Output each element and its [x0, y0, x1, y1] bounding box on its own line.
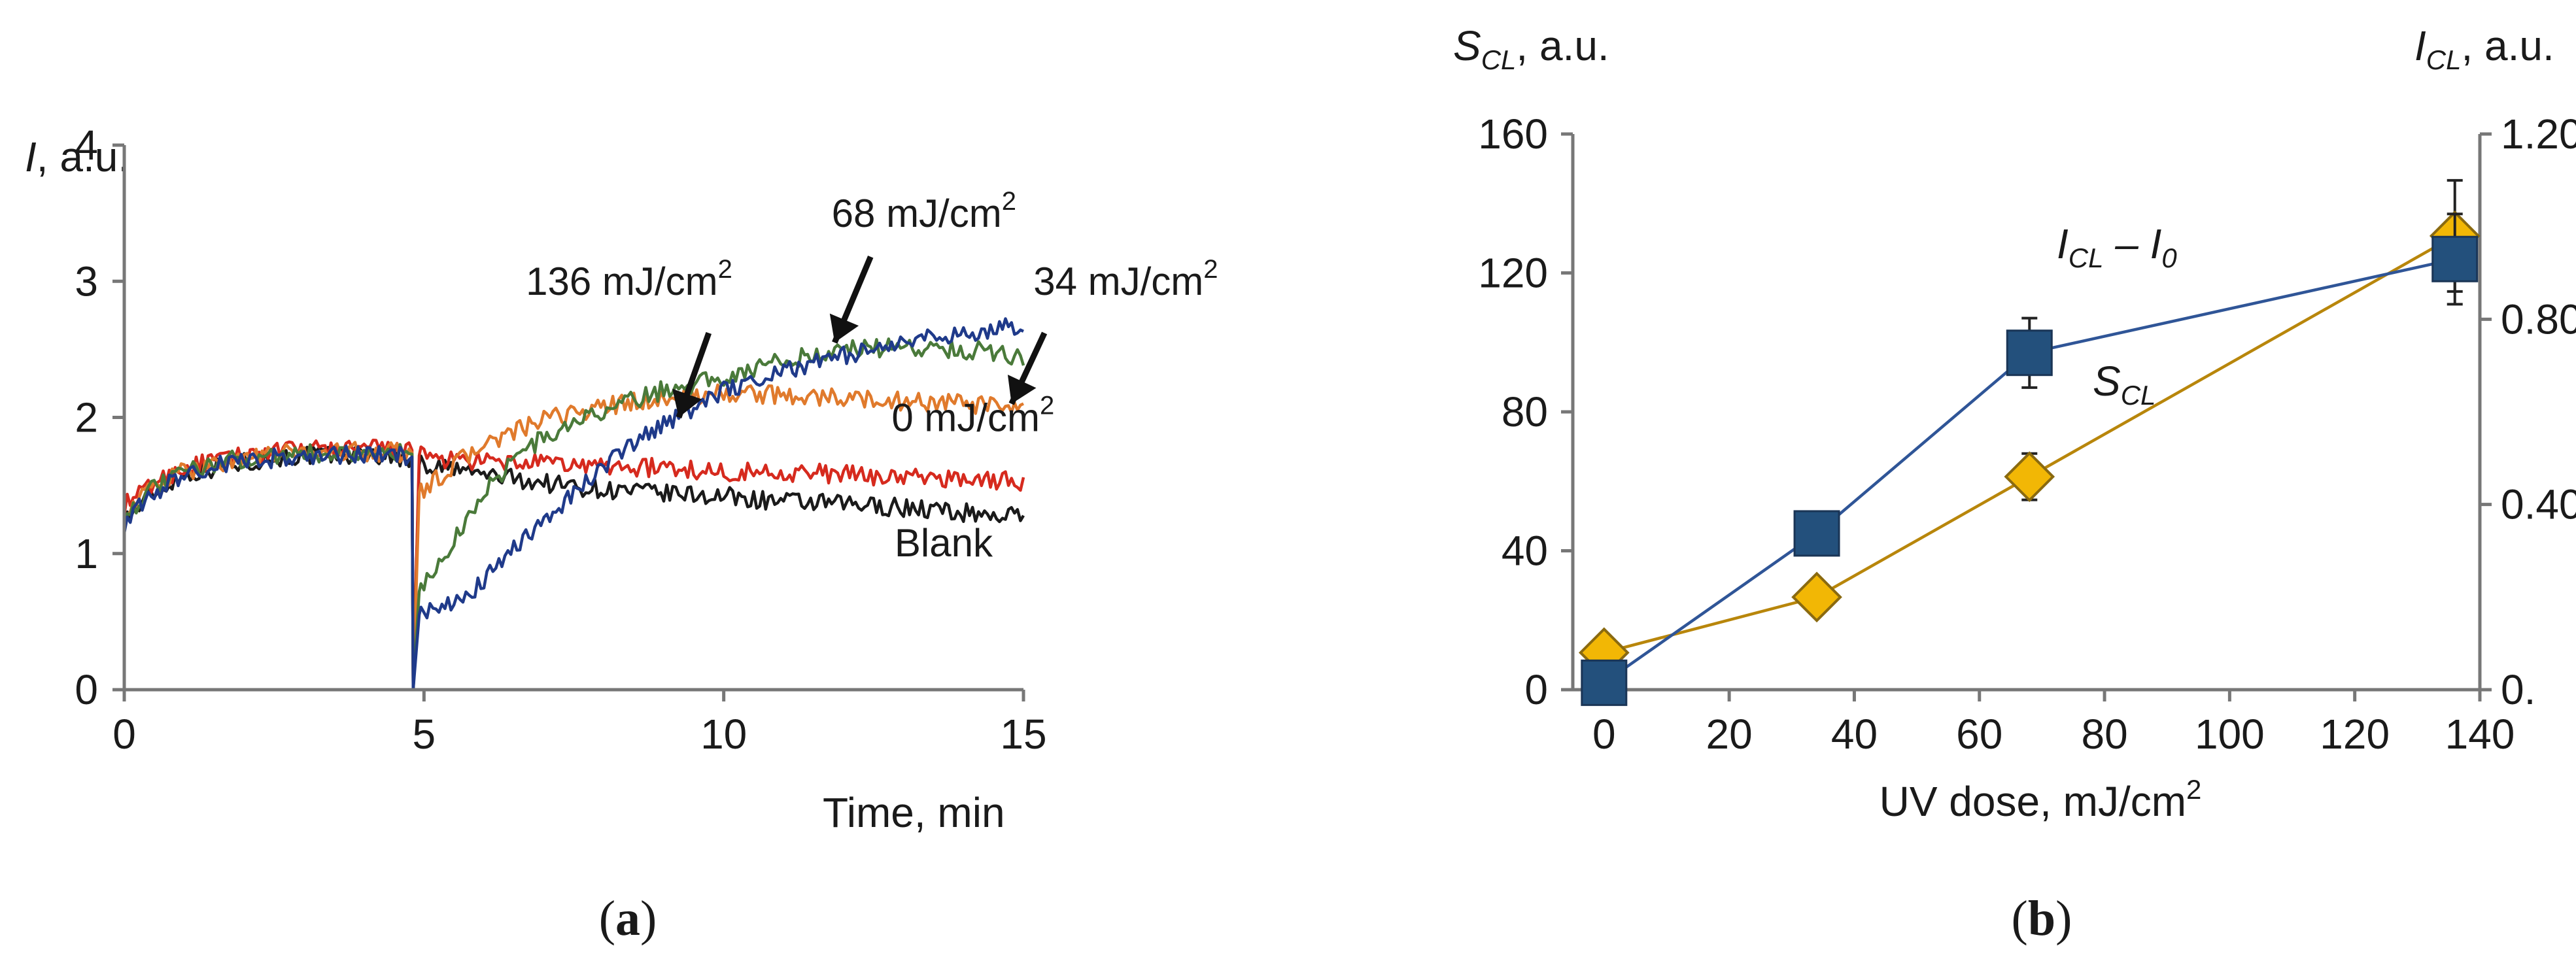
chart-a-y-tick-label: 1 [75, 530, 98, 577]
chart-b-point-square [1581, 659, 1628, 706]
chart-b-x-tick-label: 120 [2320, 711, 2390, 758]
chart-b-panel-letter: b [2028, 891, 2055, 946]
chart-a-x-tick-label: 0 [112, 711, 136, 758]
chart-a-y-ticks: 0 1 2 3 4 [75, 122, 124, 713]
chart-b-point-square [2006, 329, 2053, 377]
chart-b-x-ticks: 0 20 40 60 80 100 120 140 [1592, 690, 2515, 758]
chart-b-left-y-ticks: 0 40 80 120 160 [1478, 110, 1573, 713]
chart-b-left-y-tick-label: 0 [1524, 666, 1548, 713]
chart-a-xlabel: Time, min [823, 789, 1005, 836]
chart-b-panel-label: (b) [2012, 891, 2072, 946]
chart-a-y-tick-label: 3 [75, 258, 98, 305]
chart-a-annotation-arrowhead [829, 313, 859, 343]
chart-b-left-y-tick-label: 80 [1502, 388, 1548, 435]
chart-b-right-y-tick-label: 0. [2501, 666, 2535, 713]
chart-b-series-line [1603, 258, 2456, 684]
chart-a-annotation-arrowhead [1007, 375, 1037, 404]
chart-b-right-y-tick-label: 1.20 [2501, 110, 2576, 158]
chart-b-left-y-tick-label: 120 [1478, 250, 1548, 297]
chart-b-right-y-ticks: 0. 0.40 0.80 1.20 [2480, 110, 2576, 713]
chart-b-right-y-tick-label: 0.80 [2501, 295, 2576, 343]
chart-b-point-diamond [1791, 571, 1842, 623]
chart-b-x-tick-label: 60 [1956, 711, 2002, 758]
chart-a-y-tick-label: 4 [75, 122, 98, 169]
chart-b-x-tick-label: 140 [2445, 711, 2515, 758]
chart-a-annotation-label: Blank [895, 521, 993, 565]
chart-a-series [122, 317, 1025, 692]
chart-a-x-ticks: 0 5 10 15 [112, 690, 1047, 758]
chart-a-x-tick-label: 15 [1000, 711, 1046, 758]
chart-a-annotation-label: 136 mJ/cm2 [526, 255, 732, 303]
chart-b-series-line [1604, 234, 2456, 654]
chart-a-series-line [122, 317, 1024, 692]
chart-a: I, a.u. 0 1 2 3 4 0 5 10 15 136 mJ/cm2 68 mJ/cm2… [25, 122, 1218, 946]
chart-b-left-y-tick-label: 160 [1478, 110, 1548, 158]
chart-b-ylabel-left: SCL, a.u. [1453, 22, 1609, 75]
chart-b-x-tick-label: 40 [1831, 711, 1878, 758]
chart-a-panel-letter: a [615, 891, 640, 946]
chart-a-annotation-label: 68 mJ/cm2 [832, 187, 1016, 235]
chart-a-annotation-arrowhead [672, 388, 702, 418]
chart-b-series-label-icl: ICL – I0 [2057, 220, 2177, 273]
chart-a-x-tick-label: 5 [413, 711, 436, 758]
chart-a-series-line [122, 383, 1024, 692]
chart-b-x-tick-label: 20 [1706, 711, 1753, 758]
chart-b-point-square [2431, 235, 2479, 282]
chart-b-xlabel: UV dose, mJ/cm2 [1880, 774, 2202, 825]
chart-a-annotations: 136 mJ/cm2 68 mJ/cm2 34 mJ/cm2 0 mJ/cm2 Blan… [526, 187, 1218, 565]
chart-a-y-tick-label: 0 [75, 666, 98, 713]
chart-a-x-tick-label: 10 [700, 711, 747, 758]
chart-b-point-square [1793, 510, 1840, 557]
chart-a-annotation-label: 0 mJ/cm2 [891, 391, 1054, 439]
chart-b-x-tick-label: 0 [1592, 711, 1616, 758]
chart-b-x-tick-label: 80 [2081, 711, 2127, 758]
chart-b-point-diamond [2004, 451, 2055, 502]
chart-b-right-y-tick-label: 0.40 [2501, 481, 2576, 528]
chart-b-x-tick-label: 100 [2195, 711, 2265, 758]
chart-b-left-y-tick-label: 40 [1502, 528, 1548, 575]
chart-a-y-tick-label: 2 [75, 394, 98, 441]
chart-a-series-line [122, 438, 1025, 692]
chart-a-ylabel: I, a.u. [25, 133, 129, 180]
chart-b-series-label-scl: SCL [2093, 358, 2155, 411]
chart-a-panel-label: (a) [599, 891, 657, 946]
chart-b-series [1578, 178, 2481, 706]
chart-a-annotation-label: 34 mJ/cm2 [1033, 255, 1218, 303]
chart-b-ylabel-right: ICL, a.u. [2414, 22, 2554, 75]
chart-a-series-line [122, 445, 1025, 692]
